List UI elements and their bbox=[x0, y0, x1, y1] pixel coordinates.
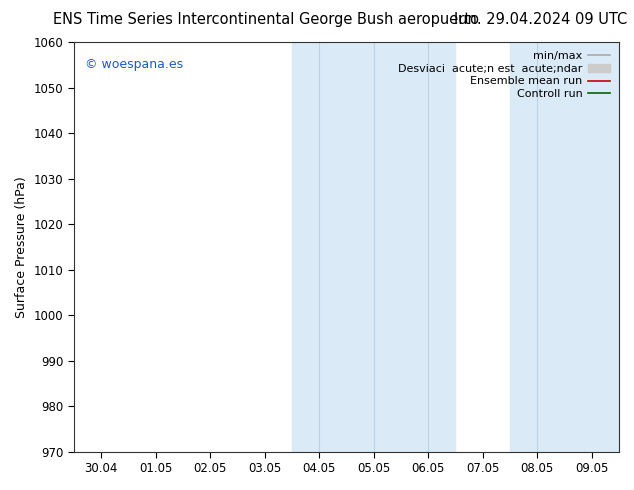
Bar bbox=[510, 42, 619, 452]
Text: © woespana.es: © woespana.es bbox=[84, 58, 183, 72]
Y-axis label: Surface Pressure (hPa): Surface Pressure (hPa) bbox=[15, 176, 28, 318]
Text: lun. 29.04.2024 09 UTC: lun. 29.04.2024 09 UTC bbox=[455, 12, 628, 27]
Text: ENS Time Series Intercontinental George Bush aeropuerto: ENS Time Series Intercontinental George … bbox=[53, 12, 479, 27]
Legend: min/max, Desviaci  acute;n est  acute;ndar, Ensemble mean run, Controll run: min/max, Desviaci acute;n est acute;ndar… bbox=[394, 48, 614, 102]
Bar bbox=[292, 42, 455, 452]
